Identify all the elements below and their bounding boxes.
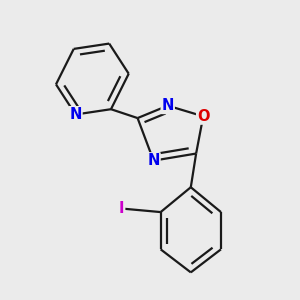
Text: N: N <box>162 98 174 113</box>
Text: N: N <box>147 153 160 168</box>
Text: O: O <box>197 109 209 124</box>
Text: N: N <box>69 107 82 122</box>
Text: I: I <box>119 201 124 216</box>
